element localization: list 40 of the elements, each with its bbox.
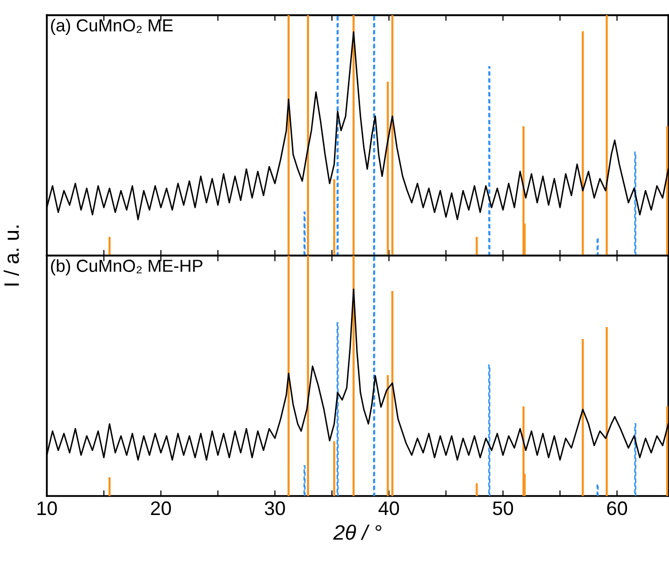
bar	[333, 179, 336, 256]
bar	[373, 256, 376, 496]
bar	[488, 66, 490, 256]
bar	[666, 126, 668, 256]
bar	[522, 126, 525, 256]
bar	[476, 483, 478, 496]
x-tick-label: 40	[378, 501, 399, 516]
bar	[582, 339, 584, 496]
bar	[108, 477, 111, 496]
bar	[582, 31, 584, 256]
x-tick-label: 60	[607, 501, 628, 516]
y-axis-title: I / a. u.	[4, 226, 19, 286]
x-axis-title: 2θ / °	[333, 524, 382, 540]
x-tick-label: 20	[151, 501, 171, 516]
bar	[488, 364, 490, 496]
bar	[634, 423, 636, 496]
bar	[596, 483, 599, 496]
bar	[666, 406, 668, 496]
bar	[634, 152, 636, 256]
bar	[304, 465, 306, 496]
bar	[373, 15, 376, 256]
bar	[476, 236, 478, 256]
bar	[391, 290, 394, 496]
bar	[336, 15, 339, 256]
bar	[108, 236, 111, 256]
chart-title: (b) CuMnO₂ ME-HP	[51, 259, 202, 276]
bar	[333, 441, 336, 496]
x-tick-label: 30	[264, 501, 285, 516]
bar	[391, 15, 394, 256]
bar	[606, 15, 608, 256]
chart-title: (a) CuMnO₂ ME	[51, 18, 173, 35]
bar	[606, 327, 608, 496]
x-tick-label: 10	[38, 501, 57, 516]
bar	[386, 82, 389, 256]
bar	[596, 236, 599, 256]
bar	[386, 375, 389, 496]
bar	[304, 212, 306, 256]
bar	[336, 322, 339, 496]
bar	[522, 406, 525, 496]
x-tick-label: 50	[492, 501, 514, 516]
